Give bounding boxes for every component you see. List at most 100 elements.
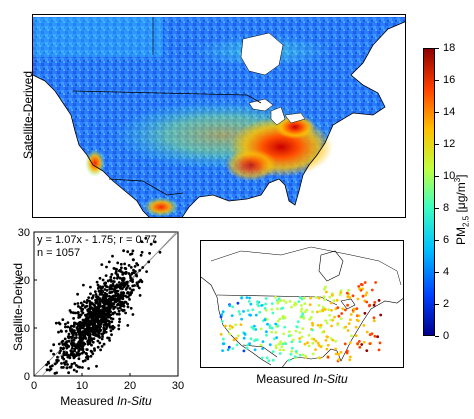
monitoring-site-marker — [358, 287, 361, 291]
scatter-point — [95, 320, 99, 323]
scatter-point — [70, 324, 73, 328]
scatter-point — [46, 360, 50, 364]
monitoring-site-marker — [221, 349, 224, 352]
scatter-point — [107, 309, 111, 313]
scatter-point — [93, 347, 96, 351]
scatter-point — [104, 306, 108, 310]
scatter-point — [96, 345, 100, 349]
scatter-point — [144, 236, 148, 240]
scatter-xlabel-italic: In-Situ — [117, 394, 152, 408]
scatter-xlabel: Measured In-Situ — [36, 394, 176, 408]
great-lakes — [248, 98, 306, 126]
scatter-point — [111, 317, 115, 321]
monitoring-site-marker — [377, 348, 381, 352]
scatter-point — [60, 362, 63, 365]
monitoring-site-marker — [261, 347, 264, 350]
scatter-point — [90, 306, 94, 310]
scatter-point — [56, 355, 59, 359]
colorbar-tick-mark — [435, 272, 439, 273]
scatter-point — [105, 322, 108, 326]
scatter-point — [118, 300, 121, 304]
scatter-point — [45, 368, 49, 372]
monitoring-site-marker — [281, 306, 285, 310]
monitoring-site-marker — [224, 324, 227, 328]
monitoring-site-marker — [302, 296, 306, 300]
monitoring-site-marker — [336, 306, 340, 309]
scatter-point — [103, 300, 107, 304]
monitoring-site-marker — [304, 354, 307, 358]
monitoring-site-marker — [222, 337, 225, 341]
scatter-point — [99, 289, 103, 292]
monitoring-site-marker — [361, 294, 365, 298]
monitoring-site-marker — [259, 343, 263, 347]
scatter-point — [65, 353, 68, 356]
scatter-point — [124, 311, 127, 315]
monitoring-site-marker — [265, 333, 268, 337]
monitoring-site-marker — [219, 332, 223, 336]
monitoring-site-marker — [270, 326, 274, 330]
scatter-point — [72, 341, 75, 345]
monitoring-site-marker — [276, 319, 280, 323]
scatter-point — [90, 319, 93, 322]
monitoring-site-marker — [306, 341, 309, 345]
scatter-point — [85, 348, 89, 351]
scatter-point — [124, 294, 127, 298]
scatter-point — [78, 365, 82, 369]
monitoring-site-marker — [268, 326, 272, 330]
monitoring-site-marker — [347, 288, 351, 292]
scatter-point — [104, 274, 108, 277]
monitoring-site-marker — [228, 327, 232, 331]
monitoring-site-marker — [290, 350, 293, 353]
scatter-point — [64, 322, 67, 326]
scatter-point — [109, 297, 113, 300]
scatter-point — [133, 284, 137, 287]
scatter-point — [129, 276, 133, 280]
scatter-point — [126, 291, 129, 295]
monitoring-site-marker — [263, 306, 267, 310]
scatter-point — [130, 289, 134, 292]
scatter-point — [127, 264, 131, 267]
monitoring-site-marker — [245, 296, 249, 299]
scatter-point — [116, 275, 120, 279]
monitoring-site-marker — [326, 335, 329, 339]
scatter-point — [141, 266, 145, 269]
monitoring-site-marker — [301, 353, 305, 357]
scatter-point — [61, 318, 65, 321]
monitoring-site-marker — [266, 322, 269, 326]
scatter-point — [83, 359, 87, 362]
colorbar-tick-mark — [435, 304, 439, 305]
scatter-point — [132, 258, 135, 262]
monitoring-site-marker — [314, 348, 317, 351]
monitoring-site-marker — [297, 300, 301, 303]
scatter-point — [82, 330, 86, 334]
monitoring-site-marker — [276, 307, 279, 311]
scatter-point — [59, 349, 62, 353]
monitoring-site-marker — [296, 320, 300, 324]
monitoring-site-marker — [274, 322, 278, 326]
scatter-svg: 0 10 20 30 0 10 20 30 y = 1.07x - 1.75; r = 0.77… — [18, 227, 184, 392]
scatter-point — [105, 289, 109, 292]
scatter-point — [122, 281, 126, 285]
scatter-point — [109, 329, 113, 333]
x-tick-label: 10 — [76, 380, 88, 392]
scatter-point — [83, 342, 87, 346]
scatter-point — [137, 286, 141, 290]
colorbar-tick-label: 2 — [443, 298, 450, 310]
scatter-point — [107, 279, 110, 283]
scatter-point — [111, 311, 115, 315]
scatter-point — [95, 364, 98, 368]
scatter-point — [137, 280, 141, 284]
monitoring-site-marker — [358, 345, 362, 349]
monitoring-site-marker — [235, 337, 238, 340]
scatter-point — [75, 326, 79, 330]
scatter-point — [70, 335, 74, 339]
monitoring-site-marker — [357, 285, 361, 288]
scatter-point — [136, 282, 139, 286]
scatter-point — [65, 366, 69, 370]
scatter-point — [103, 288, 107, 291]
scatter-point — [104, 293, 108, 296]
scatter-point — [81, 359, 85, 363]
monitoring-site-marker — [309, 296, 312, 300]
monitoring-site-marker — [348, 355, 352, 359]
monitoring-site-marker — [220, 313, 224, 316]
